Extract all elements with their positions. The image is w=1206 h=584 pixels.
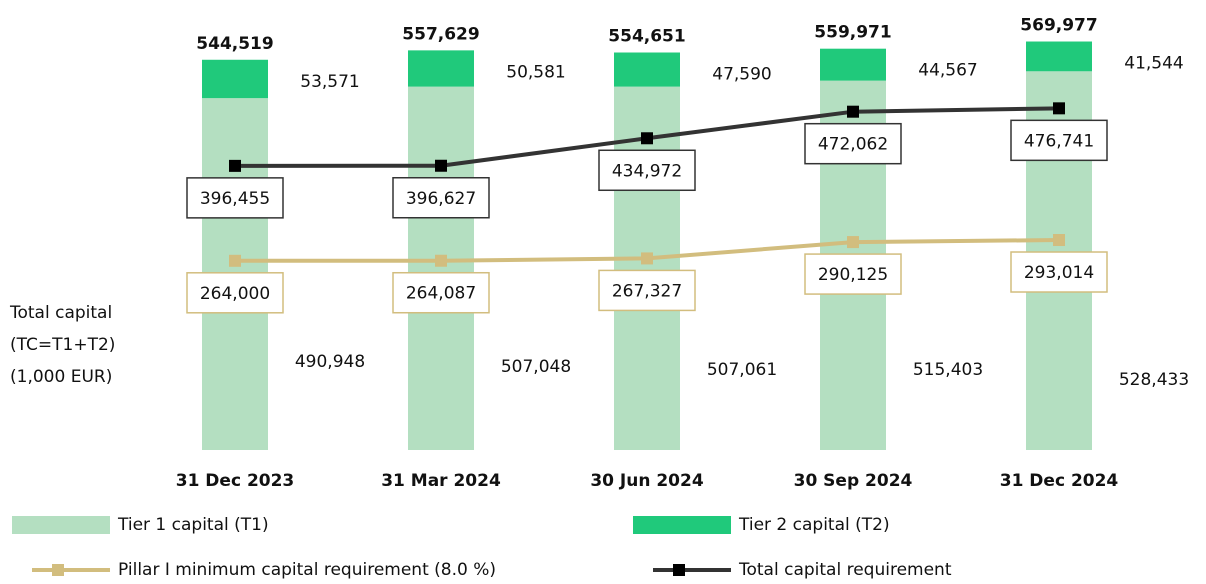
label-box	[1010, 251, 1108, 293]
total-label: 569,977	[1020, 16, 1097, 36]
y-axis-label: (1,000 EUR)	[10, 367, 112, 387]
total-label: 559,971	[814, 23, 891, 43]
label-box	[598, 269, 696, 312]
y-axis-label: Total capital	[9, 303, 112, 323]
data-label: 476,741	[1024, 131, 1094, 151]
data-label: 434,972	[612, 161, 682, 181]
marker	[229, 254, 241, 267]
marker	[1053, 102, 1065, 115]
data-label: 290,125	[818, 265, 888, 285]
bar-segment	[408, 50, 474, 87]
legend-label: Pillar I minimum capital requirement (8.…	[118, 560, 496, 580]
marker	[641, 132, 653, 145]
y-axis-label: (TC=T1+T2)	[10, 335, 115, 355]
label-box	[804, 122, 902, 165]
x-tick-label: 30 Jun 2024	[590, 471, 704, 491]
legend-label: Tier 1 capital (T1)	[117, 515, 269, 535]
legend-swatch	[633, 516, 731, 534]
x-tick-label: 30 Sep 2024	[794, 471, 913, 491]
data-label: 47,590	[712, 65, 771, 85]
marker	[1053, 234, 1065, 247]
x-tick-label: 31 Dec 2023	[176, 471, 295, 491]
marker	[847, 105, 859, 118]
label-box	[392, 177, 490, 219]
data-label: 53,571	[300, 72, 359, 92]
bar-segment	[614, 86, 680, 450]
total-label: 544,519	[196, 34, 273, 54]
data-label: 396,627	[406, 189, 476, 209]
total-label: 557,629	[402, 24, 479, 44]
marker	[435, 254, 447, 267]
marker	[435, 159, 447, 172]
legend-label: Tier 2 capital (T2)	[738, 515, 890, 535]
marker	[229, 159, 241, 172]
data-label: 267,327	[612, 281, 682, 301]
legend-label: Total capital requirement	[738, 560, 952, 580]
bar-segment	[820, 48, 886, 81]
marker	[641, 252, 653, 265]
label-box	[598, 149, 696, 192]
label-box	[392, 271, 490, 314]
bar-segment	[408, 86, 474, 450]
data-label: 490,948	[295, 352, 365, 372]
label-box	[1010, 119, 1108, 162]
label-box	[804, 253, 902, 295]
data-label: 41,544	[1124, 54, 1183, 74]
data-label: 507,061	[707, 360, 777, 380]
data-label: 293,014	[1024, 263, 1094, 283]
bar-segment	[1026, 41, 1092, 72]
bar-segment	[202, 59, 268, 99]
data-label: 396,455	[200, 189, 270, 209]
label-box	[186, 272, 284, 314]
total-label: 554,651	[608, 27, 685, 47]
label-box	[186, 177, 284, 219]
marker	[847, 236, 859, 249]
data-label: 44,567	[918, 61, 977, 81]
data-label: 515,403	[913, 360, 983, 380]
data-label: 507,048	[501, 357, 571, 377]
data-label: 528,433	[1119, 370, 1189, 390]
legend-swatch	[12, 516, 110, 534]
data-label: 264,000	[200, 284, 270, 304]
legend-marker	[52, 564, 64, 576]
x-tick-label: 31 Dec 2024	[1000, 471, 1119, 491]
data-label: 472,062	[818, 135, 888, 155]
x-tick-label: 31 Mar 2024	[381, 471, 501, 491]
bar-segment	[614, 52, 680, 87]
data-label: 264,087	[406, 284, 476, 304]
legend-marker	[673, 564, 685, 576]
data-label: 50,581	[506, 62, 565, 82]
